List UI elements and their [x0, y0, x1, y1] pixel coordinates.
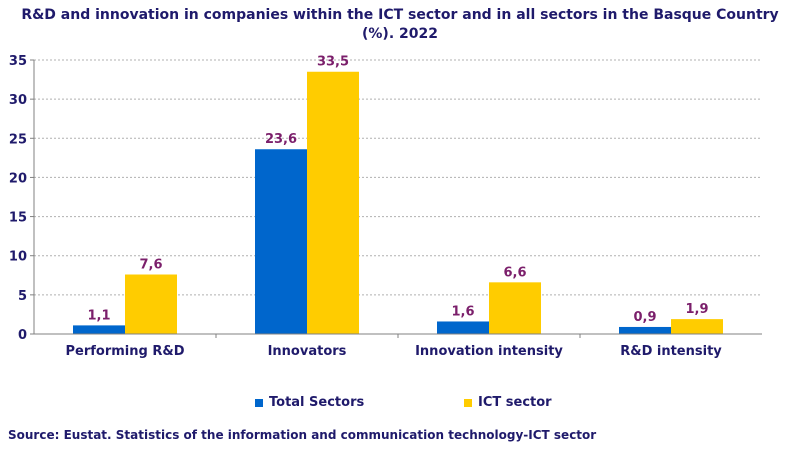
source-note: Source: Eustat. Statistics of the inform…: [8, 428, 597, 442]
legend-item-ict-sector: ICT sector: [464, 395, 552, 410]
data-label: 1,9: [685, 302, 708, 317]
bar: [671, 319, 723, 334]
data-label: 33,5: [317, 55, 349, 70]
bar: [73, 325, 125, 334]
x-tick-label: R&D intensity: [620, 344, 722, 359]
chart-title: R&D and innovation in companies within t…: [21, 7, 779, 42]
x-tick-label: Innovation intensity: [415, 344, 563, 359]
y-tick-label: 35: [9, 54, 27, 69]
bar: [619, 326, 671, 334]
y-tick-label: 5: [18, 289, 27, 304]
data-label: 1,1: [87, 308, 110, 323]
data-label: 6,6: [503, 265, 526, 280]
data-labels: 1,1 7,6 23,6 33,5 1,6 6,6 0,9 1,9: [87, 55, 708, 325]
legend-swatch-ict-sector: [464, 398, 472, 407]
x-tick-label: Performing R&D: [66, 344, 185, 359]
data-label: 1,6: [451, 304, 474, 319]
y-tick-label: 10: [9, 250, 27, 265]
bar: [255, 149, 307, 334]
legend-item-total-sectors: Total Sectors: [255, 395, 364, 410]
y-tick-label: 30: [9, 93, 27, 108]
legend-label-total-sectors: Total Sectors: [269, 395, 365, 410]
data-label: 0,9: [633, 310, 656, 325]
y-tick-label: 20: [9, 171, 27, 186]
y-tick-label: 0: [18, 328, 27, 343]
y-tick-label: 25: [9, 132, 27, 147]
axes: 0 5 10 15 20 25 30 35 Performing R&D Innovators In…: [9, 54, 762, 359]
bars: [73, 71, 723, 334]
bar: [125, 274, 177, 334]
y-tick-label: 15: [9, 211, 27, 226]
data-label: 7,6: [139, 258, 162, 273]
bar: [307, 71, 359, 334]
x-tick-label: Innovators: [268, 344, 347, 359]
legend-label-ict-sector: ICT sector: [478, 395, 552, 410]
legend-swatch-total-sectors: [255, 398, 263, 407]
bar: [437, 321, 489, 334]
data-label: 23,6: [265, 132, 297, 147]
bar: [489, 282, 541, 334]
gridlines: [34, 59, 762, 296]
